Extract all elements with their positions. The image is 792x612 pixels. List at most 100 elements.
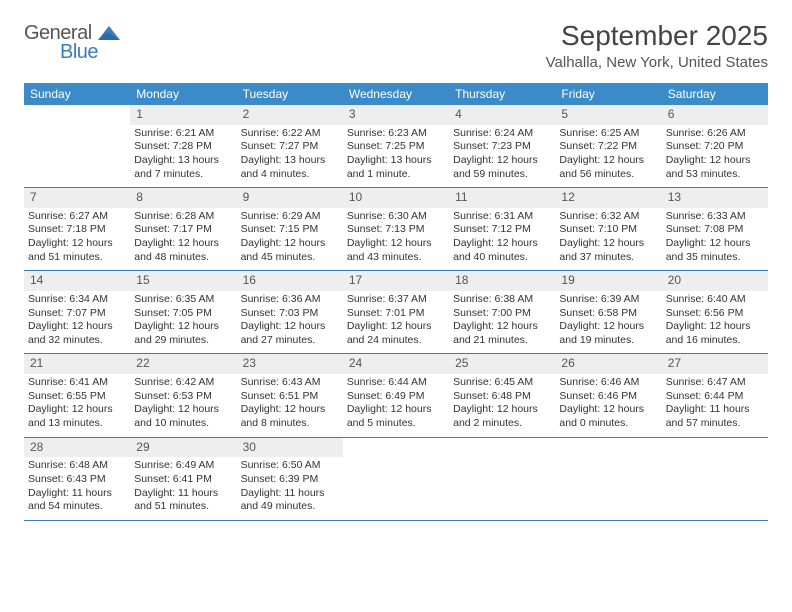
daylight-text: Daylight: 12 hours and 48 minutes. xyxy=(134,237,232,264)
daylight-text: Daylight: 12 hours and 51 minutes. xyxy=(28,237,126,264)
day-number: 4 xyxy=(449,105,555,125)
sunrise-text: Sunrise: 6:49 AM xyxy=(134,459,232,473)
sunrise-text: Sunrise: 6:26 AM xyxy=(666,127,764,141)
day-number: 13 xyxy=(662,188,768,208)
daylight-text: Daylight: 12 hours and 16 minutes. xyxy=(666,320,764,347)
day-number: 15 xyxy=(130,271,236,291)
sunrise-text: Sunrise: 6:37 AM xyxy=(347,293,445,307)
daylight-text: Daylight: 12 hours and 32 minutes. xyxy=(28,320,126,347)
sunset-text: Sunset: 6:49 PM xyxy=(347,390,445,404)
sunset-text: Sunset: 6:46 PM xyxy=(559,390,657,404)
daylight-text: Daylight: 12 hours and 59 minutes. xyxy=(453,154,551,181)
sunset-text: Sunset: 6:58 PM xyxy=(559,307,657,321)
day-body: Sunrise: 6:32 AMSunset: 7:10 PMDaylight:… xyxy=(555,208,661,271)
sunset-text: Sunset: 7:23 PM xyxy=(453,140,551,154)
sunrise-text: Sunrise: 6:25 AM xyxy=(559,127,657,141)
sunset-text: Sunset: 7:20 PM xyxy=(666,140,764,154)
day-cell: 10Sunrise: 6:30 AMSunset: 7:13 PMDayligh… xyxy=(343,188,449,270)
sunset-text: Sunset: 7:28 PM xyxy=(134,140,232,154)
sunset-text: Sunset: 6:44 PM xyxy=(666,390,764,404)
day-cell: 19Sunrise: 6:39 AMSunset: 6:58 PMDayligh… xyxy=(555,271,661,353)
day-cell: 4Sunrise: 6:24 AMSunset: 7:23 PMDaylight… xyxy=(449,105,555,187)
day-number: 16 xyxy=(237,271,343,291)
day-body: Sunrise: 6:25 AMSunset: 7:22 PMDaylight:… xyxy=(555,125,661,188)
sunset-text: Sunset: 7:00 PM xyxy=(453,307,551,321)
calendar: SundayMondayTuesdayWednesdayThursdayFrid… xyxy=(24,83,768,521)
sunset-text: Sunset: 6:51 PM xyxy=(241,390,339,404)
day-cell: 20Sunrise: 6:40 AMSunset: 6:56 PMDayligh… xyxy=(662,271,768,353)
sunset-text: Sunset: 7:22 PM xyxy=(559,140,657,154)
day-cell: . xyxy=(343,438,449,520)
sunrise-text: Sunrise: 6:38 AM xyxy=(453,293,551,307)
day-body: Sunrise: 6:27 AMSunset: 7:18 PMDaylight:… xyxy=(24,208,130,271)
day-number: 29 xyxy=(130,438,236,458)
sunrise-text: Sunrise: 6:31 AM xyxy=(453,210,551,224)
day-body: Sunrise: 6:48 AMSunset: 6:43 PMDaylight:… xyxy=(24,457,130,520)
day-cell: 21Sunrise: 6:41 AMSunset: 6:55 PMDayligh… xyxy=(24,354,130,436)
day-body: Sunrise: 6:21 AMSunset: 7:28 PMDaylight:… xyxy=(130,125,236,188)
weekday-header-cell: Monday xyxy=(130,83,236,105)
day-body: Sunrise: 6:29 AMSunset: 7:15 PMDaylight:… xyxy=(237,208,343,271)
day-cell: 23Sunrise: 6:43 AMSunset: 6:51 PMDayligh… xyxy=(237,354,343,436)
day-number: 24 xyxy=(343,354,449,374)
day-cell: 6Sunrise: 6:26 AMSunset: 7:20 PMDaylight… xyxy=(662,105,768,187)
day-number: 18 xyxy=(449,271,555,291)
sunset-text: Sunset: 7:13 PM xyxy=(347,223,445,237)
day-number: 28 xyxy=(24,438,130,458)
sunset-text: Sunset: 7:05 PM xyxy=(134,307,232,321)
sunset-text: Sunset: 7:03 PM xyxy=(241,307,339,321)
logo-triangle-icon xyxy=(98,26,120,45)
sunrise-text: Sunrise: 6:48 AM xyxy=(28,459,126,473)
sunrise-text: Sunrise: 6:42 AM xyxy=(134,376,232,390)
day-cell: 26Sunrise: 6:46 AMSunset: 6:46 PMDayligh… xyxy=(555,354,661,436)
sunset-text: Sunset: 7:07 PM xyxy=(28,307,126,321)
weekday-header-cell: Thursday xyxy=(449,83,555,105)
sunset-text: Sunset: 7:18 PM xyxy=(28,223,126,237)
day-number: 3 xyxy=(343,105,449,125)
sunrise-text: Sunrise: 6:33 AM xyxy=(666,210,764,224)
day-cell: 28Sunrise: 6:48 AMSunset: 6:43 PMDayligh… xyxy=(24,438,130,520)
sunset-text: Sunset: 7:27 PM xyxy=(241,140,339,154)
daylight-text: Daylight: 12 hours and 40 minutes. xyxy=(453,237,551,264)
day-cell: 27Sunrise: 6:47 AMSunset: 6:44 PMDayligh… xyxy=(662,354,768,436)
day-body: Sunrise: 6:34 AMSunset: 7:07 PMDaylight:… xyxy=(24,291,130,354)
sunrise-text: Sunrise: 6:39 AM xyxy=(559,293,657,307)
day-cell: . xyxy=(662,438,768,520)
day-cell: 9Sunrise: 6:29 AMSunset: 7:15 PMDaylight… xyxy=(237,188,343,270)
day-number: 17 xyxy=(343,271,449,291)
daylight-text: Daylight: 11 hours and 57 minutes. xyxy=(666,403,764,430)
sunrise-text: Sunrise: 6:23 AM xyxy=(347,127,445,141)
logo: General Blue xyxy=(24,20,98,64)
daylight-text: Daylight: 12 hours and 24 minutes. xyxy=(347,320,445,347)
day-body: Sunrise: 6:35 AMSunset: 7:05 PMDaylight:… xyxy=(130,291,236,354)
daylight-text: Daylight: 12 hours and 56 minutes. xyxy=(559,154,657,181)
daylight-text: Daylight: 12 hours and 13 minutes. xyxy=(28,403,126,430)
sunrise-text: Sunrise: 6:30 AM xyxy=(347,210,445,224)
month-title: September 2025 xyxy=(546,20,768,52)
day-body: Sunrise: 6:26 AMSunset: 7:20 PMDaylight:… xyxy=(662,125,768,188)
daylight-text: Daylight: 12 hours and 10 minutes. xyxy=(134,403,232,430)
weekday-header-cell: Sunday xyxy=(24,83,130,105)
day-body: Sunrise: 6:22 AMSunset: 7:27 PMDaylight:… xyxy=(237,125,343,188)
sunset-text: Sunset: 6:41 PM xyxy=(134,473,232,487)
sunset-text: Sunset: 7:10 PM xyxy=(559,223,657,237)
day-number: 5 xyxy=(555,105,661,125)
title-block: September 2025 Valhalla, New York, Unite… xyxy=(546,20,768,71)
day-cell: 5Sunrise: 6:25 AMSunset: 7:22 PMDaylight… xyxy=(555,105,661,187)
day-number: 1 xyxy=(130,105,236,125)
weekday-header-cell: Wednesday xyxy=(343,83,449,105)
day-body: Sunrise: 6:39 AMSunset: 6:58 PMDaylight:… xyxy=(555,291,661,354)
daylight-text: Daylight: 12 hours and 53 minutes. xyxy=(666,154,764,181)
sunrise-text: Sunrise: 6:50 AM xyxy=(241,459,339,473)
daylight-text: Daylight: 12 hours and 29 minutes. xyxy=(134,320,232,347)
day-cell: 2Sunrise: 6:22 AMSunset: 7:27 PMDaylight… xyxy=(237,105,343,187)
sunrise-text: Sunrise: 6:28 AM xyxy=(134,210,232,224)
day-cell: 12Sunrise: 6:32 AMSunset: 7:10 PMDayligh… xyxy=(555,188,661,270)
sunrise-text: Sunrise: 6:34 AM xyxy=(28,293,126,307)
sunrise-text: Sunrise: 6:29 AM xyxy=(241,210,339,224)
daylight-text: Daylight: 12 hours and 43 minutes. xyxy=(347,237,445,264)
sunrise-text: Sunrise: 6:43 AM xyxy=(241,376,339,390)
week-row: .1Sunrise: 6:21 AMSunset: 7:28 PMDayligh… xyxy=(24,105,768,188)
day-body: Sunrise: 6:30 AMSunset: 7:13 PMDaylight:… xyxy=(343,208,449,271)
daylight-text: Daylight: 12 hours and 0 minutes. xyxy=(559,403,657,430)
